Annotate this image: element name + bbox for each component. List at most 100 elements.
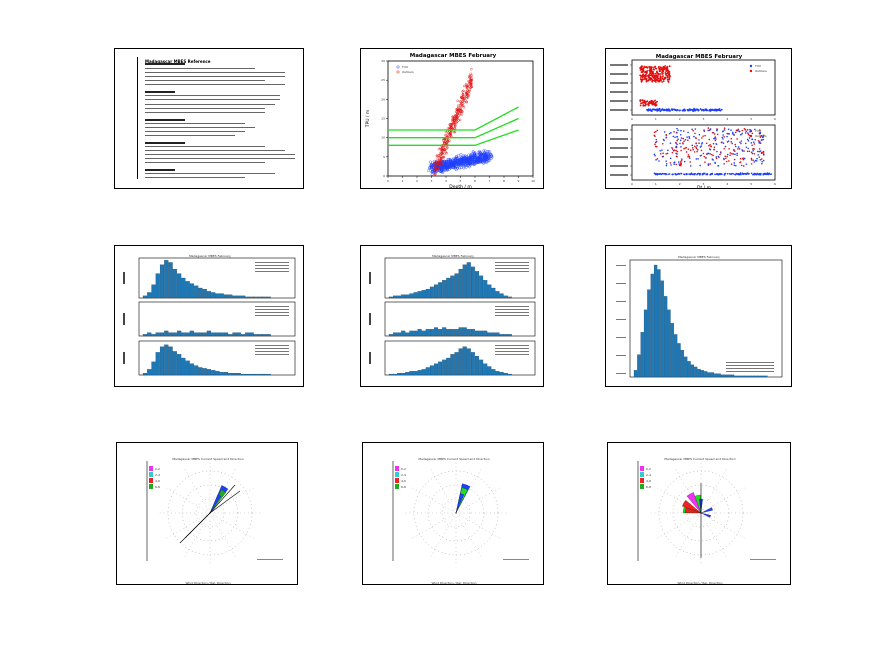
scatter-point-outlier [469, 83, 473, 86]
scatter-point-tvu [723, 174, 726, 176]
histogram-bar [425, 367, 430, 376]
rose-spoke [410, 512, 457, 540]
scatter-point-outlier [658, 79, 661, 82]
histogram-bar [697, 369, 701, 378]
scatter-point [753, 152, 756, 155]
legend-line [495, 315, 529, 316]
scatter-point-outlier [664, 72, 667, 75]
scatter-point [724, 145, 727, 148]
scatter-point-outlier [439, 153, 443, 156]
scatter-point-outlier [662, 80, 665, 83]
scatter-point-outlier [661, 73, 663, 75]
scatter-point [689, 161, 692, 163]
scatter-point [740, 164, 743, 167]
scatter-point [761, 162, 763, 165]
legend-swatch [395, 466, 399, 471]
y-tick-label [610, 100, 628, 102]
scatter-point-tvu [754, 172, 756, 175]
scatter-point-outlier [459, 110, 462, 113]
scatter-point [689, 149, 692, 152]
scatter-point-outlier [661, 81, 663, 83]
scatter-point-outlier [639, 77, 642, 79]
scatter-point-outlier [437, 162, 440, 165]
scatter-point [668, 132, 671, 135]
scatter-point [693, 145, 696, 148]
histogram-bar [737, 375, 741, 378]
histogram-bar [446, 277, 451, 299]
scatter-point [676, 155, 678, 158]
scatter-point [751, 132, 754, 135]
y-tick-label [610, 156, 628, 158]
scatter-point [684, 139, 687, 141]
histogram-bar [684, 356, 688, 378]
scatter-point-tvu [671, 173, 673, 176]
scatter-point-tvu [430, 163, 434, 167]
histogram-bar [198, 367, 203, 376]
histogram-bar [181, 332, 186, 337]
scatter-point [751, 144, 753, 147]
histogram-bar [189, 363, 194, 376]
x-tick-label: 5 [750, 182, 752, 186]
legend-line [255, 262, 289, 263]
scatter-point [716, 129, 718, 132]
scatter-point-outlier [648, 65, 650, 68]
scatter-point [747, 147, 749, 150]
histogram-bar [142, 295, 148, 299]
histogram-bar [405, 372, 410, 376]
scatter-point-tvu [457, 162, 461, 166]
scatter-point-tvu [451, 162, 455, 166]
scatter-point-outlier [452, 131, 456, 134]
histogram-bar [206, 330, 212, 337]
histogram-bar [413, 330, 418, 337]
legend-label: 0-2 [401, 467, 406, 471]
scatter-point [695, 158, 698, 160]
scatter-point-tvu [476, 151, 480, 155]
histogram-bar [155, 352, 160, 376]
scatter-point [680, 159, 683, 162]
histogram-bar [507, 334, 512, 337]
scatter-point [759, 159, 762, 161]
histogram-bar [421, 330, 426, 337]
legend-line [495, 309, 529, 310]
scatter-point [760, 158, 763, 160]
scatter-point-outlier [449, 131, 452, 134]
histogram-bar [707, 372, 711, 378]
scatter-point-tvu [687, 173, 689, 175]
scatter-point [725, 160, 728, 163]
scatter-point [744, 132, 747, 134]
scatter-point [762, 138, 764, 141]
histogram-bar [198, 287, 203, 299]
histogram-bar [499, 293, 504, 299]
scatter-point [715, 143, 718, 146]
y-tick-label [610, 82, 628, 84]
scatter-point-outlier [650, 68, 653, 70]
scatter-point [672, 135, 675, 138]
rose-chart-3: Madagascar MBES Current Speed and Direct… [637, 457, 776, 585]
histogram-chart-3: Madagascar MBES February [616, 255, 783, 378]
scatter-point [756, 157, 758, 160]
histogram-bar [409, 330, 414, 337]
rose-ring [427, 484, 485, 542]
histogram-bar [168, 332, 173, 337]
histogram-bar [750, 375, 755, 378]
scatter-point-outlier [461, 90, 464, 93]
scatter-point [662, 152, 664, 154]
scatter-point-tvu [689, 108, 692, 111]
scatter-point [688, 157, 691, 159]
scatter-point-outlier [456, 99, 459, 103]
scatter-point-tvu [453, 157, 457, 161]
scatter-point-tvu [732, 173, 735, 175]
histogram-bar [245, 373, 250, 376]
scatter-point [704, 161, 706, 163]
reference-text-line [145, 162, 265, 163]
histogram-bar [262, 296, 267, 299]
histogram-bar [159, 264, 165, 299]
scatter-point-outlier [458, 118, 462, 122]
scatter-point [696, 150, 698, 153]
scatter-point-outlier [659, 73, 662, 75]
y-axis-label [369, 313, 371, 325]
scatter-point [692, 148, 694, 151]
scatter-point [669, 142, 672, 144]
scatter-point-tvu [768, 172, 770, 175]
histogram-bar [401, 373, 406, 376]
